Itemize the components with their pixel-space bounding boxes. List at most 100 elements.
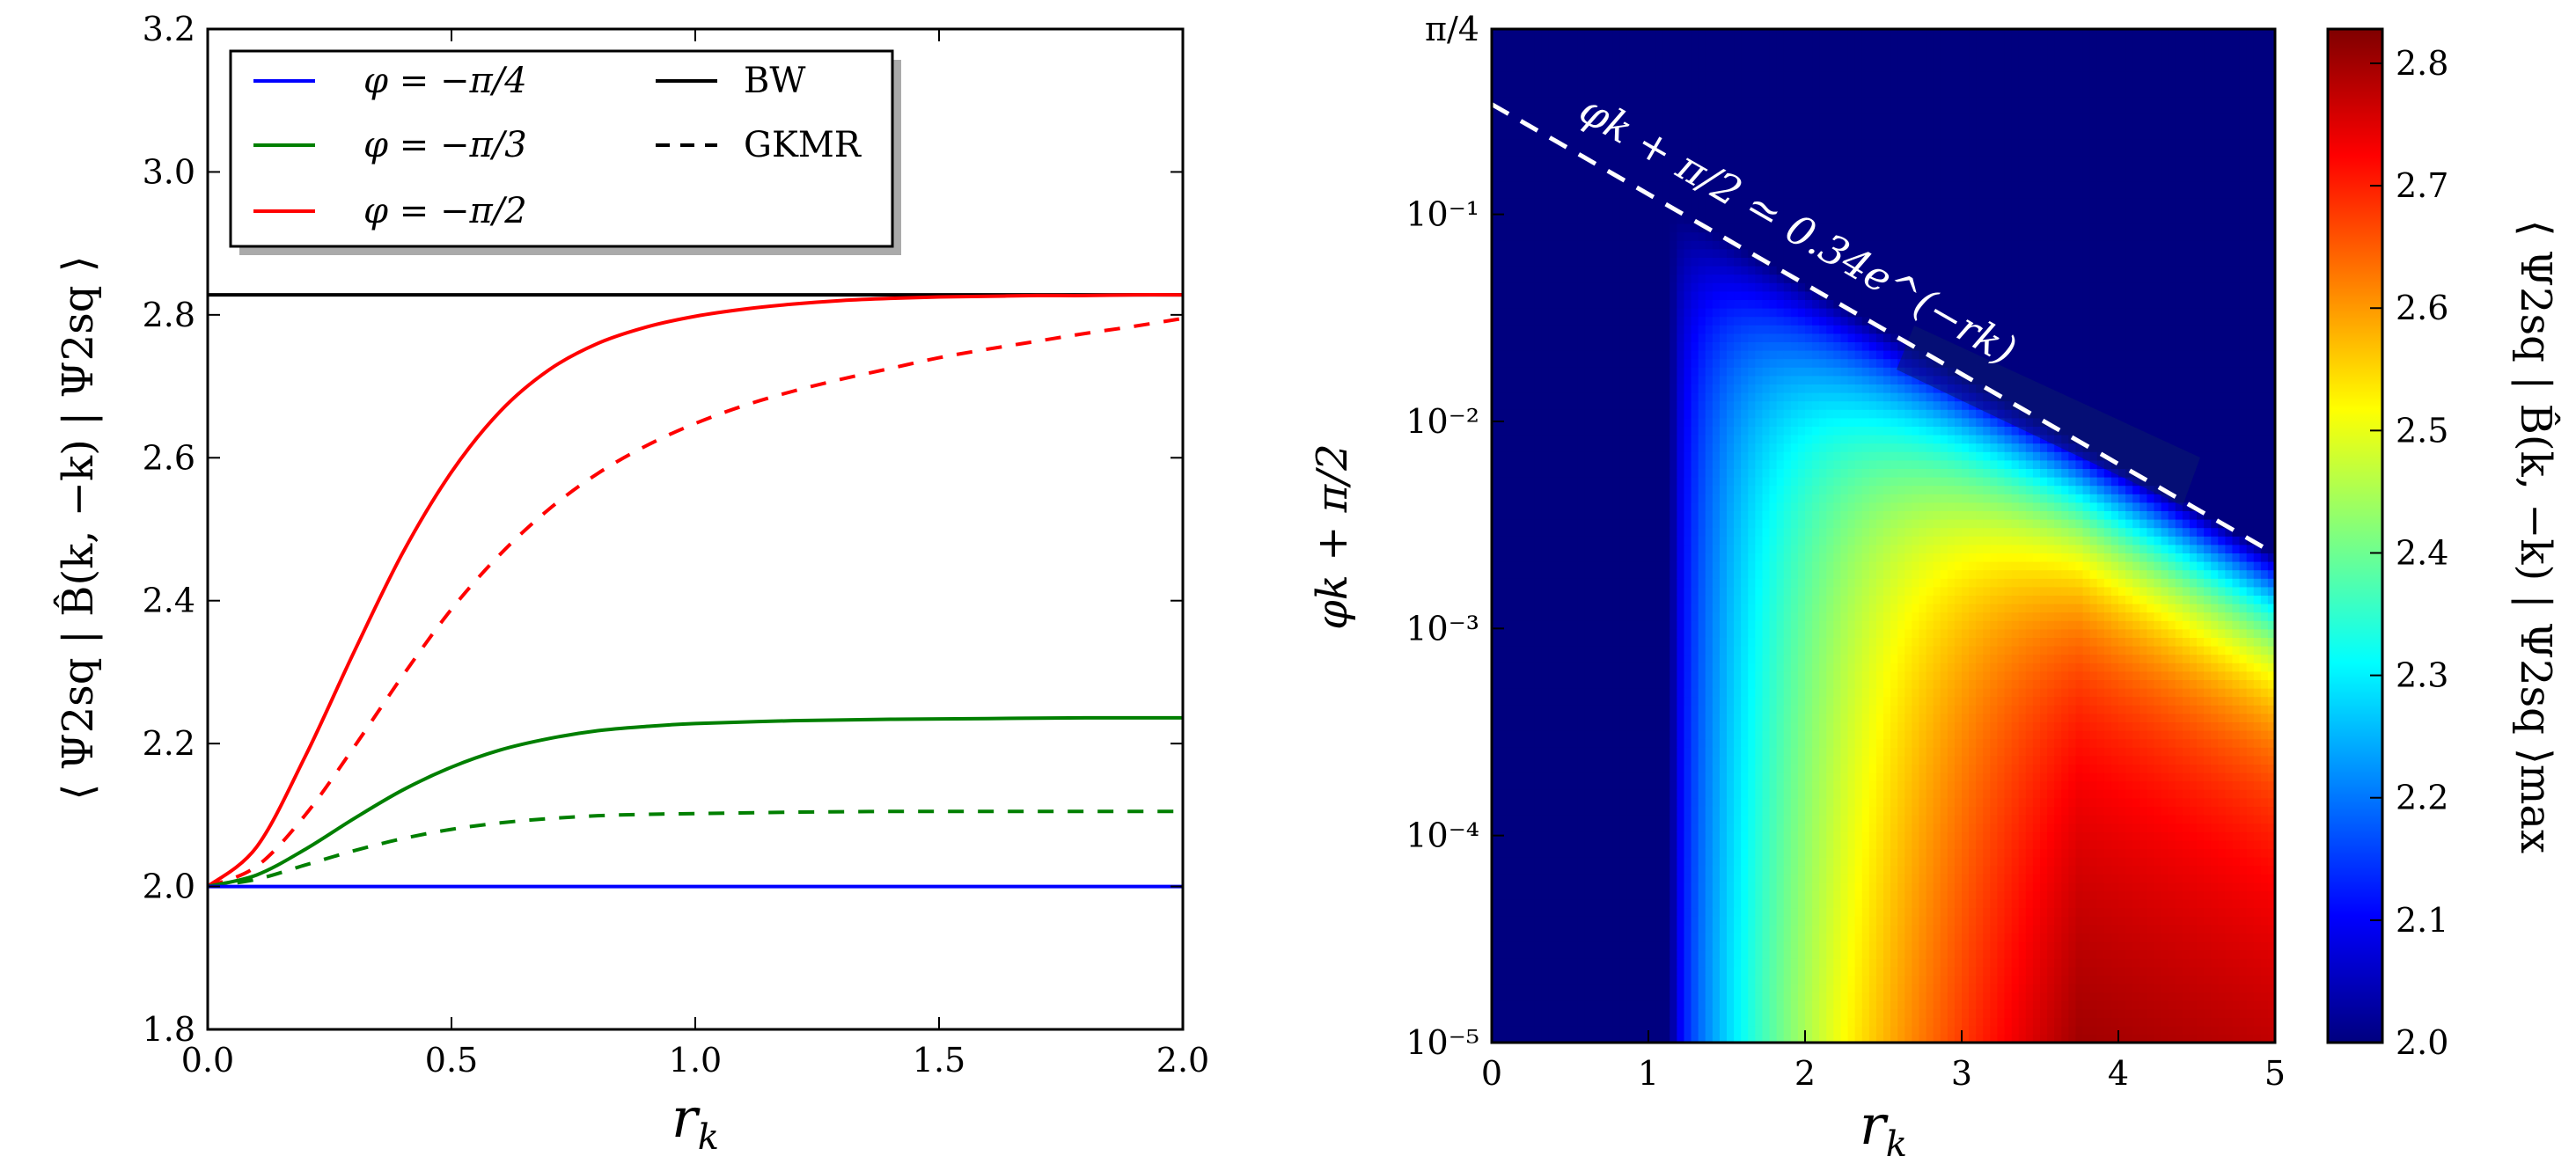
heatmap-cell <box>1705 949 1714 959</box>
heatmap-cell <box>1670 223 1678 233</box>
heatmap-cell <box>1626 79 1635 89</box>
heatmap-cell <box>1541 265 1550 275</box>
heatmap-cell <box>1520 257 1529 267</box>
heatmap-cell <box>1555 1000 1564 1010</box>
heatmap-cell <box>1783 1008 1792 1018</box>
heatmap-cell <box>1691 729 1699 740</box>
heatmap-cell <box>1499 46 1507 55</box>
heatmap-cell <box>1612 29 1621 39</box>
heatmap-cell <box>1712 729 1721 740</box>
heatmap-cell <box>1577 738 1585 748</box>
heatmap-cell <box>1691 88 1699 98</box>
heatmap-cell <box>1719 848 1728 858</box>
heatmap-cell <box>1776 223 1785 233</box>
heatmap-cell <box>1734 29 1742 39</box>
heatmap-cell <box>1555 687 1564 698</box>
heatmap-cell <box>1762 966 1771 976</box>
heatmap-cell <box>1648 443 1656 452</box>
heatmap-cell <box>1719 797 1728 807</box>
heatmap-cell <box>1769 882 1778 891</box>
heatmap-cell <box>1513 417 1522 427</box>
heatmap-cell <box>1712 764 1721 773</box>
heatmap-cell <box>1755 586 1764 596</box>
heatmap-cell <box>1548 62 1557 72</box>
heatmap-cell <box>1584 729 1593 740</box>
heatmap-cell <box>1527 663 1536 672</box>
heatmap-cell <box>1506 924 1515 933</box>
heatmap-cell <box>1548 501 1557 511</box>
heatmap-cell <box>1626 729 1635 740</box>
heatmap-cell <box>1513 755 1522 765</box>
heatmap-cell <box>1492 890 1500 900</box>
heatmap-cell <box>1520 663 1529 672</box>
heatmap-cell <box>1577 215 1585 224</box>
heatmap-cell <box>1640 468 1649 478</box>
heatmap-cell <box>1527 949 1536 959</box>
heatmap-cell <box>1626 663 1635 672</box>
heatmap-cell <box>1698 772 1706 782</box>
heatmap-cell <box>1513 696 1522 706</box>
heatmap-cell <box>1677 341 1685 351</box>
heatmap-cell <box>1562 417 1571 427</box>
heatmap-cell <box>1677 586 1685 596</box>
heatmap-cell <box>1734 215 1742 224</box>
heatmap-cell <box>1734 764 1742 773</box>
heatmap-cell <box>1570 384 1578 393</box>
heatmap-cell <box>1605 130 1614 140</box>
heatmap-cell <box>1619 206 1628 216</box>
heatmap-cell <box>1527 670 1536 680</box>
heatmap-cell <box>1499 780 1507 790</box>
heatmap-cell <box>1513 138 1522 149</box>
heatmap-cell <box>1662 975 1671 985</box>
heatmap-cell <box>1541 180 1550 191</box>
heatmap-cell <box>1527 518 1536 529</box>
heatmap-cell <box>1492 933 1500 942</box>
heatmap-cell <box>1727 560 1735 571</box>
heatmap-cell <box>1577 451 1585 461</box>
heatmap-cell <box>1584 79 1593 89</box>
heatmap-cell <box>1577 966 1585 976</box>
heatmap-cell <box>1748 476 1757 487</box>
heatmap-cell <box>1748 755 1757 765</box>
heatmap-cell <box>1705 975 1714 985</box>
heatmap-cell <box>1626 772 1635 782</box>
heatmap-cell <box>1741 434 1750 444</box>
heatmap-cell <box>1555 663 1564 672</box>
heatmap-cell <box>1534 46 1543 55</box>
heatmap-cell <box>1677 603 1685 613</box>
heatmap-cell <box>1492 434 1500 444</box>
heatmap-cell <box>1727 831 1735 841</box>
heatmap-cell <box>1541 1034 1550 1043</box>
heatmap-cell <box>1755 290 1764 300</box>
heatmap-cell <box>1534 248 1543 258</box>
heatmap-cell <box>1598 713 1607 722</box>
heatmap-cell <box>1640 882 1649 891</box>
heatmap-cell <box>1492 459 1500 469</box>
heatmap-cell <box>1555 738 1564 748</box>
heatmap-cell <box>1712 747 1721 757</box>
heatmap-cell <box>1626 983 1635 993</box>
heatmap-cell <box>1719 206 1728 216</box>
heatmap-cell <box>1626 121 1635 131</box>
heatmap-cell <box>1534 37 1543 47</box>
heatmap-cell <box>1677 696 1685 706</box>
heatmap-cell <box>1492 611 1500 621</box>
heatmap-cell <box>1698 299 1706 309</box>
heatmap-cell <box>1712 426 1721 436</box>
heatmap-cell <box>1506 358 1515 368</box>
heatmap-cell <box>1570 265 1578 275</box>
heatmap-cell <box>1591 96 1600 106</box>
heatmap-cell <box>1677 823 1685 832</box>
heatmap-cell <box>1499 544 1507 553</box>
heatmap-cell <box>1520 586 1529 596</box>
heatmap-cell <box>1626 274 1635 283</box>
heatmap-cell <box>1762 924 1771 933</box>
heatmap-cell <box>1633 409 1642 419</box>
heatmap-cell <box>1612 409 1621 419</box>
heatmap-cell <box>1506 375 1515 384</box>
heatmap-cell <box>1513 37 1522 47</box>
heatmap-cell <box>1584 485 1593 494</box>
heatmap-cell <box>1506 130 1515 140</box>
heatmap-cell <box>1506 299 1515 309</box>
heatmap-cell <box>1492 983 1500 993</box>
